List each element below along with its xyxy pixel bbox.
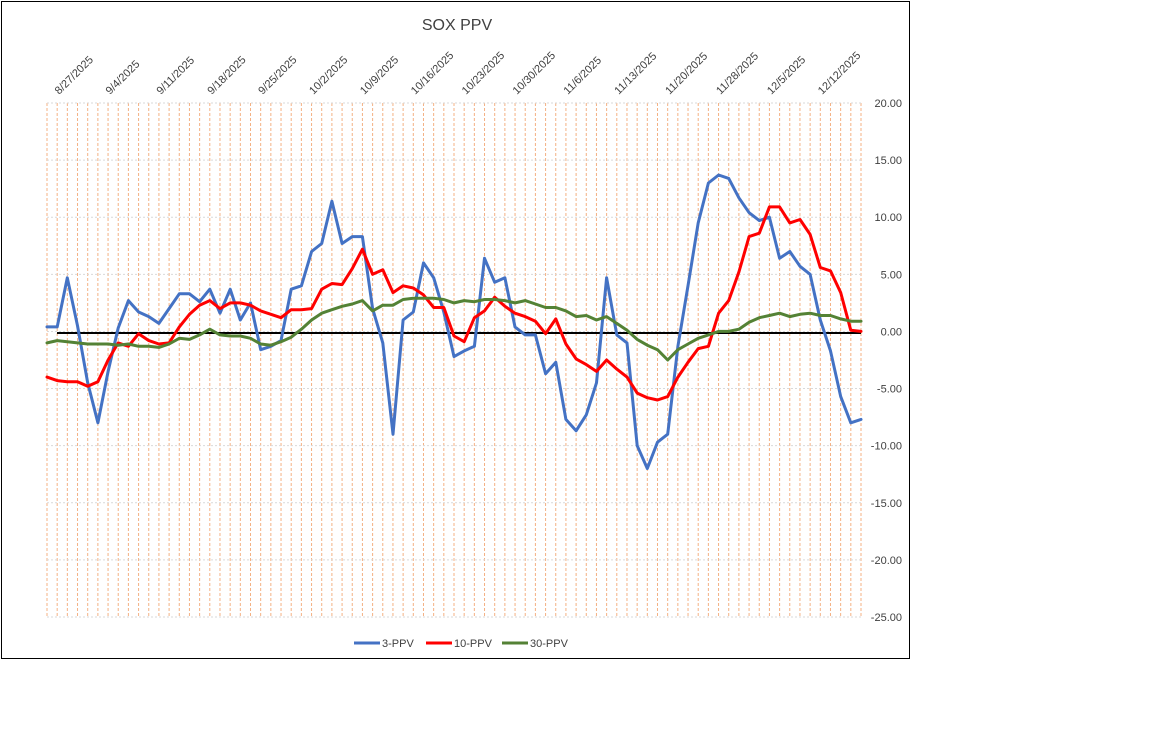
legend: 3-PPV 10-PPV 30-PPV bbox=[354, 638, 569, 650]
chart-svg: SOX PPV 8/27/2025 9/4/2025 9/11/2025 9/18/2… bbox=[45, 17, 902, 650]
x-tick-label: 12/5/2025 bbox=[765, 54, 808, 97]
legend-label: 3-PPV bbox=[382, 638, 414, 650]
y-tick-label: -15.00 bbox=[871, 498, 902, 510]
series-lines bbox=[45, 173, 863, 470]
y-tick-label: -10.00 bbox=[871, 441, 902, 453]
x-tick-label: 11/28/2025 bbox=[714, 50, 761, 97]
x-tick-label: 11/20/2025 bbox=[663, 50, 710, 97]
y-tick-label: 20.00 bbox=[874, 98, 902, 110]
y-tick-label: 0.00 bbox=[881, 326, 902, 338]
x-tick-label: 10/30/2025 bbox=[511, 50, 558, 97]
vertical-gridlines bbox=[46, 103, 862, 617]
y-tick-label: 10.00 bbox=[874, 212, 902, 224]
series-line-3-ppv bbox=[45, 173, 863, 470]
series-line-30-ppv bbox=[45, 296, 863, 362]
x-tick-label: 10/16/2025 bbox=[409, 50, 456, 97]
y-tick-label: -25.00 bbox=[871, 612, 902, 624]
x-tick-label: 12/12/2025 bbox=[816, 50, 863, 97]
x-tick-label: 10/2/2025 bbox=[307, 54, 350, 97]
x-tick-label: 11/13/2025 bbox=[612, 50, 659, 97]
y-tick-label: 15.00 bbox=[874, 155, 902, 167]
x-tick-label: 9/18/2025 bbox=[205, 54, 248, 97]
x-tick-label: 8/27/2025 bbox=[53, 54, 96, 97]
x-tick-label: 9/25/2025 bbox=[256, 54, 299, 97]
y-tick-label: -5.00 bbox=[877, 384, 902, 396]
x-tick-label: 9/4/2025 bbox=[104, 58, 143, 97]
y-tick-label: 5.00 bbox=[881, 269, 902, 281]
legend-label: 30-PPV bbox=[530, 638, 569, 650]
y-tick-label: -20.00 bbox=[871, 555, 902, 567]
x-tick-label: 11/6/2025 bbox=[562, 55, 605, 98]
x-tick-label: 9/11/2025 bbox=[155, 55, 198, 98]
legend-label: 10-PPV bbox=[454, 638, 493, 650]
x-tick-labels: 8/27/2025 9/4/2025 9/11/2025 9/18/2025 9/25/… bbox=[53, 50, 864, 97]
y-tick-labels: 20.00 15.00 10.00 5.00 0.00 -5.00 -10.00 -15.00… bbox=[871, 98, 902, 624]
chart-title: SOX PPV bbox=[422, 17, 493, 34]
x-tick-label: 10/23/2025 bbox=[460, 50, 507, 97]
chart-frame: SOX PPV 8/27/2025 9/4/2025 9/11/2025 9/18/2… bbox=[1, 1, 910, 659]
x-tick-label: 10/9/2025 bbox=[358, 54, 401, 97]
series-line-10-ppv bbox=[45, 205, 863, 402]
